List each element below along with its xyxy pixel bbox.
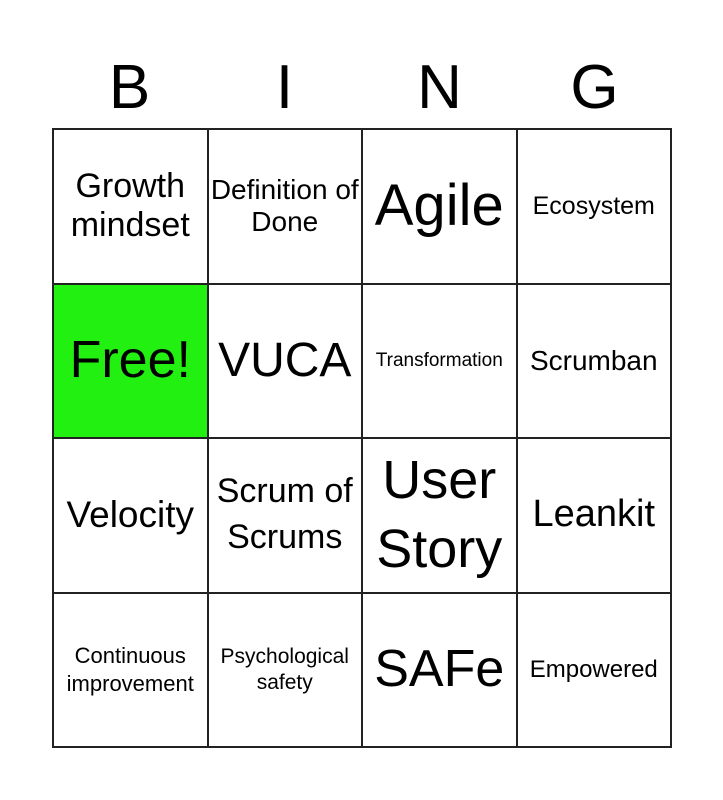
bingo-cell[interactable]: Velocity bbox=[53, 438, 208, 593]
bingo-cell[interactable]: Scrumban bbox=[516, 283, 671, 438]
bingo-cell[interactable]: Ecosystem bbox=[516, 129, 671, 284]
header-letter-i: I bbox=[275, 53, 294, 122]
bingo-cell[interactable]: Scrum of Scrums bbox=[207, 438, 362, 593]
free-space-cell[interactable]: Free! bbox=[53, 283, 208, 438]
bingo-cell[interactable]: Definition of Done bbox=[207, 129, 362, 284]
bingo-cell[interactable]: Empowered bbox=[516, 592, 671, 747]
bingo-cell[interactable]: Continuous improvement bbox=[53, 592, 208, 747]
bingo-cell[interactable]: Transformation bbox=[362, 283, 517, 438]
bingo-cell[interactable]: Leankit bbox=[516, 438, 671, 593]
bingo-header: B I N G bbox=[52, 52, 672, 124]
bingo-cell[interactable]: VUCA bbox=[207, 283, 362, 438]
bingo-card: Growth mindset Definition of Done Agile … bbox=[52, 128, 672, 748]
bingo-cell[interactable]: Psychological safety bbox=[207, 592, 362, 747]
bingo-cell[interactable]: Agile bbox=[362, 129, 517, 284]
bingo-cell[interactable]: User Story bbox=[362, 438, 517, 593]
header-letter-b: B bbox=[108, 53, 151, 122]
header-letter-g: G bbox=[570, 53, 619, 122]
header-letter-n: N bbox=[417, 53, 462, 122]
bingo-cell[interactable]: SAFe bbox=[362, 592, 517, 747]
bingo-cell[interactable]: Growth mindset bbox=[53, 129, 208, 284]
